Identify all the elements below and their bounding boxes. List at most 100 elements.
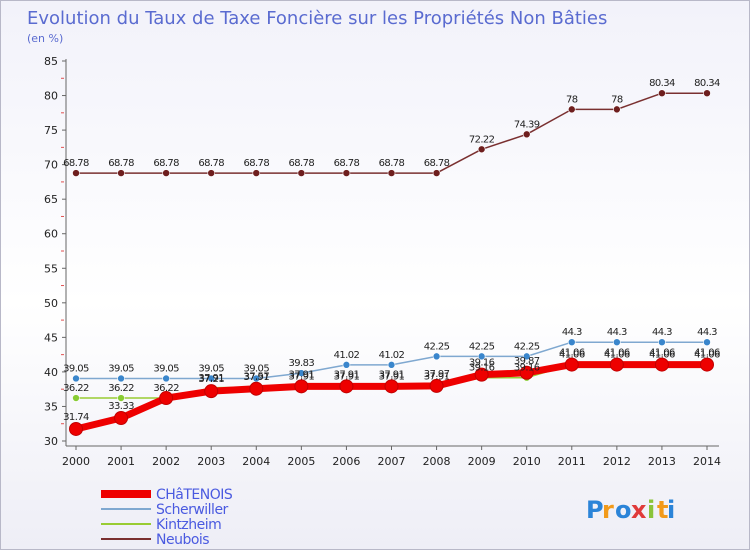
data-label: 41.02 [379, 350, 405, 361]
data-label: 74.39 [514, 119, 540, 130]
data-point [117, 394, 125, 402]
y-tick-label: 45 [44, 331, 58, 344]
data-point [432, 352, 441, 361]
data-point [703, 338, 711, 347]
data-label: 41.06 [694, 348, 720, 359]
data-label: 41.06 [559, 348, 585, 359]
data-label: 39.16 [514, 363, 540, 374]
x-tick-label: 2000 [62, 455, 90, 468]
data-point [159, 391, 174, 406]
logo-letter: t [657, 496, 668, 524]
data-point [252, 169, 261, 177]
data-point [477, 145, 486, 154]
data-label: 37.91 [334, 371, 360, 382]
data-point [609, 357, 624, 372]
data-label: 39.05 [63, 363, 89, 374]
x-tick-label: 2008 [423, 455, 451, 468]
data-label: 37.91 [289, 369, 315, 380]
data-point [72, 169, 80, 177]
data-label: 37.21 [198, 374, 224, 385]
data-point [384, 379, 399, 394]
data-label: 41.06 [604, 350, 630, 361]
data-point [162, 169, 170, 177]
data-point [207, 374, 216, 383]
data-label: 68.78 [153, 158, 179, 169]
y-tick-label: 65 [44, 193, 58, 206]
x-tick-label: 2002 [152, 455, 180, 468]
data-point [567, 105, 576, 114]
y-tick-label: 55 [44, 262, 58, 275]
x-tick-label: 2014 [693, 455, 721, 468]
data-label: 68.78 [289, 158, 315, 169]
data-point [474, 367, 489, 382]
data-point [72, 394, 80, 402]
data-label: 44.3 [652, 327, 672, 338]
chart-title: Evolution du Taux de Taxe Foncière sur l… [27, 8, 607, 29]
data-label: 68.78 [63, 158, 89, 169]
data-point [522, 130, 531, 139]
data-label: 80.34 [694, 78, 720, 89]
y-axis-unit: (en %) [27, 32, 63, 45]
data-label: 33.33 [108, 401, 134, 412]
y-tick-label: 75 [44, 124, 58, 137]
data-point [477, 352, 486, 361]
proxiti-logo: Pr o x i ti [586, 496, 675, 524]
data-label: 37.91 [424, 371, 450, 382]
data-label: 39.05 [198, 363, 224, 374]
data-point [703, 89, 711, 97]
data-point [204, 384, 219, 399]
data-label: 39.16 [469, 358, 495, 369]
data-point [700, 357, 714, 372]
data-point [429, 378, 444, 393]
x-tick-label: 2001 [107, 455, 135, 468]
data-point [297, 369, 306, 377]
data-label: 37.91 [334, 369, 360, 380]
data-label: 36.22 [63, 383, 89, 394]
data-point [613, 338, 621, 347]
data-label: 37.57 [243, 372, 269, 383]
y-tick-label: 80 [44, 90, 58, 103]
axes: 30 35 40 45 50 55 60 65 70 75 80 85 2000 2001 2002 2003… [44, 55, 721, 468]
data-point [339, 379, 354, 394]
data-point [658, 89, 666, 97]
logo-letter: r [602, 496, 614, 524]
data-point [432, 169, 441, 177]
data-point [654, 357, 669, 372]
data-point [567, 338, 576, 347]
logo-letter: P [586, 496, 604, 524]
logo-letter: o [615, 496, 632, 524]
x-tick-label: 2004 [242, 455, 270, 468]
data-label: 44.3 [697, 327, 717, 338]
data-label: 44.3 [607, 327, 627, 338]
data-label: 68.78 [379, 158, 405, 169]
data-point [342, 361, 351, 369]
legend-label-kintzheim: Kintzheim [156, 517, 221, 533]
data-point [72, 374, 80, 383]
data-label: 37.91 [289, 371, 315, 382]
data-point [613, 105, 621, 114]
data-label: 41.06 [604, 348, 630, 359]
data-label: 39.83 [289, 358, 315, 369]
data-label: 37.91 [379, 369, 405, 380]
data-point [342, 169, 351, 177]
data-point [294, 379, 309, 394]
data-point [162, 374, 170, 383]
y-tick-label: 40 [44, 366, 58, 379]
y-tick-label: 60 [44, 228, 58, 241]
data-point [207, 169, 216, 177]
data-label: 80.34 [649, 78, 675, 89]
data-point [522, 352, 531, 361]
data-label: 37.91 [198, 373, 224, 384]
x-tick-label: 2006 [332, 455, 360, 468]
logo-letter: x [631, 496, 647, 524]
x-tick-label: 2005 [287, 455, 315, 468]
data-point [387, 361, 396, 369]
data-label: 41.06 [649, 350, 675, 361]
x-tick-label: 2009 [468, 455, 496, 468]
data-label: 78 [611, 94, 623, 105]
data-point [387, 169, 396, 177]
data-label: 37.91 [379, 371, 405, 382]
